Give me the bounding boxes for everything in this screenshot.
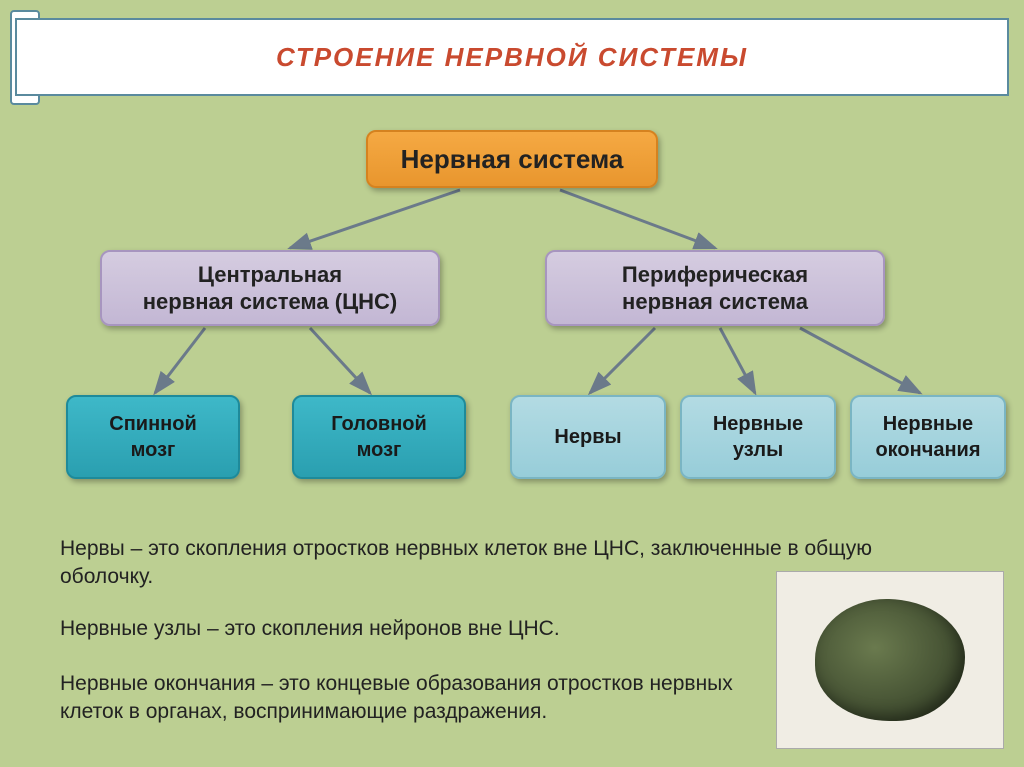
node-ganglia: Нервные узлы — [680, 395, 836, 479]
node-brain-label: Головной мозг — [331, 411, 427, 463]
node-root: Нервная система — [366, 130, 658, 188]
cell-blob-icon — [815, 599, 965, 721]
node-root-label: Нервная система — [401, 144, 624, 175]
node-nerve-endings: Нервные окончания — [850, 395, 1006, 479]
microscopy-image — [776, 571, 1004, 749]
node-nerves: Нервы — [510, 395, 666, 479]
node-brain: Головной мозг — [292, 395, 466, 479]
node-central-ns: Центральная нервная система (ЦНС) — [100, 250, 440, 326]
description-ganglia: Нервные узлы – это скопления нейронов вн… — [60, 615, 700, 643]
node-spinal-cord-label: Спинной мозг — [109, 411, 197, 463]
node-peripheral-ns-label: Периферическая нервная система — [622, 261, 808, 316]
page-title: СТРОЕНИЕ НЕРВНОЙ СИСТЕМЫ — [276, 42, 748, 73]
description-endings: Нервные окончания – это концевые образов… — [60, 670, 750, 727]
title-banner: СТРОЕНИЕ НЕРВНОЙ СИСТЕМЫ — [15, 18, 1009, 96]
node-spinal-cord: Спинной мозг — [66, 395, 240, 479]
node-nerve-endings-label: Нервные окончания — [875, 411, 980, 463]
node-ganglia-label: Нервные узлы — [713, 411, 803, 463]
node-peripheral-ns: Периферическая нервная система — [545, 250, 885, 326]
node-nerves-label: Нервы — [554, 424, 621, 450]
node-central-ns-label: Центральная нервная система (ЦНС) — [143, 261, 398, 316]
